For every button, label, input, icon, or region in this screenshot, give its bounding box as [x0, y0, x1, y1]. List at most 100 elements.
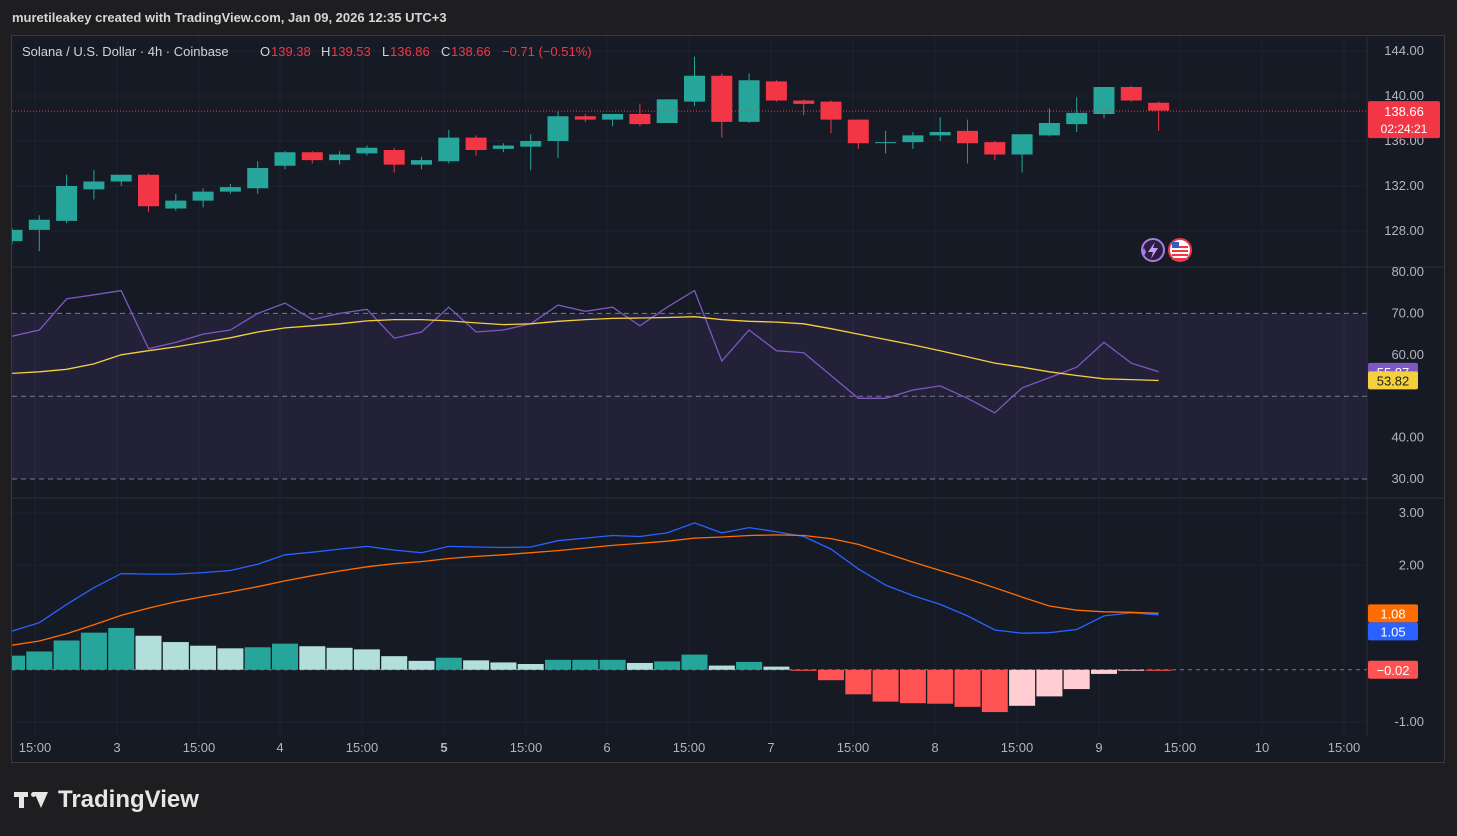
x-tick-label: 15:00 [1328, 740, 1361, 755]
candle-up [83, 181, 105, 190]
macd-histogram-bar [545, 659, 571, 670]
x-tick-label: 7 [767, 740, 774, 755]
candle-down [957, 130, 978, 144]
x-tick-label: 3 [113, 740, 120, 755]
price-tick-label: 140.00 [1384, 88, 1424, 103]
macd-histogram-bar [326, 647, 353, 670]
candle-up [438, 137, 460, 162]
chart-attribution: muretileakey created with TradingView.co… [12, 10, 447, 25]
macd-histogram-bar [408, 660, 435, 670]
legend-low-label: L [382, 44, 389, 59]
legend-open-label: O [260, 44, 270, 59]
flag-stripe [1172, 254, 1188, 256]
macd-histogram-bar [818, 669, 844, 681]
rsi-tick-label: 70.00 [1391, 305, 1424, 320]
us-flag-icon[interactable] [1168, 238, 1192, 262]
macd-histogram-bar [981, 669, 1008, 713]
rsi-band-background [12, 313, 1367, 479]
x-tick-label: 4 [276, 740, 283, 755]
rsi-tick-label: 30.00 [1391, 471, 1424, 486]
candle-down [301, 152, 323, 161]
candle-up [1038, 123, 1060, 136]
flag-stripe [1172, 258, 1188, 260]
macd-histogram-bar [1063, 669, 1090, 690]
tradingview-logo-icon [14, 789, 52, 811]
x-tick-label: 15:00 [673, 740, 706, 755]
legend-low-value: 136.86 [390, 44, 430, 59]
flag-stripe [1172, 250, 1188, 252]
macd-histogram-bar [80, 632, 107, 670]
macd-histogram-bar [12, 655, 25, 670]
candle-up [520, 141, 542, 147]
macd-histogram-bar [872, 669, 899, 702]
rsi-ma-value-badge [1368, 371, 1418, 390]
macd-histogram-bar [1118, 669, 1145, 671]
macd-histogram-bar [1036, 669, 1063, 697]
candle-up [902, 135, 924, 143]
legend-symbol: Solana / U.S. Dollar · 4h · Coinbase [22, 44, 229, 59]
x-tick-label: 5 [440, 740, 447, 755]
candle-down [847, 119, 869, 144]
candle-up [547, 116, 569, 141]
candle-up [1093, 87, 1115, 114]
legend-close-label: C [441, 44, 450, 59]
macd-histogram-bar [1091, 669, 1117, 674]
candle-up [738, 80, 760, 122]
candle-up [929, 132, 951, 136]
candle-up [110, 174, 132, 182]
candle-up [165, 200, 187, 209]
candle-up [219, 187, 241, 192]
trading-chart-svg[interactable]: 15:00 3 15:00 4 15:00 5 15:00 6 15:00 7 15:00 8 15:0… [12, 36, 1444, 762]
flag-stripe [1172, 246, 1188, 248]
candle-down [765, 81, 787, 101]
macd-histogram-bar [654, 661, 681, 670]
macd-histogram-bar [681, 654, 708, 670]
macd-tick-label: 2.00 [1399, 557, 1424, 572]
macd-histogram-bar [53, 640, 80, 670]
countdown-label: 02:24:21 [1381, 122, 1428, 136]
rsi-tick-label: 80.00 [1391, 264, 1424, 279]
candle-up [56, 186, 78, 221]
macd-histogram-bar [217, 648, 244, 670]
tradingview-brand-text: TradingView [58, 786, 199, 813]
legend-open-value: 139.38 [271, 44, 311, 59]
macd-histogram-bar [435, 657, 462, 670]
candle-up [12, 229, 23, 242]
candle-up [875, 142, 897, 144]
macd-histogram-bar [572, 659, 599, 670]
macd-histogram-bar [790, 669, 817, 671]
x-tick-label: 15:00 [1001, 740, 1034, 755]
flash-icon[interactable] [1141, 238, 1165, 262]
x-tick-label: 15:00 [19, 740, 52, 755]
price-tick-label: 132.00 [1384, 178, 1424, 193]
macd-histogram-bar [463, 660, 490, 670]
macd-histogram-bar [244, 647, 271, 670]
rsi-ma-value-label: 53.82 [1377, 373, 1410, 388]
macd-histogram-bar [517, 664, 544, 670]
candle-down [138, 174, 159, 207]
chart-area[interactable]: 15:00 3 15:00 4 15:00 5 15:00 6 15:00 7 15:00 8 15:0… [11, 35, 1445, 763]
macd-histogram-bar [927, 669, 954, 704]
candle-down [465, 137, 487, 150]
candle-up [1066, 112, 1088, 125]
legend-change: −0.71 (−0.51%) [502, 44, 592, 59]
candle-down [1120, 87, 1142, 101]
candle-up [28, 219, 50, 230]
candle-down [711, 75, 733, 122]
candle-up [684, 75, 705, 102]
macd-histogram-bar [954, 669, 981, 707]
tradingview-logo[interactable]: TradingView [14, 786, 199, 814]
macd-line [12, 522, 1159, 634]
candle-up [411, 160, 432, 165]
rsi-tick-label: 40.00 [1391, 430, 1424, 445]
macd-histogram-bar [353, 649, 380, 670]
x-tick-label: 8 [931, 740, 938, 755]
price-tick-label: 144.00 [1384, 43, 1424, 58]
macd-histogram-bar [763, 666, 790, 670]
histogram-value-badge [1368, 660, 1418, 679]
histogram-value-label: −0.02 [1377, 663, 1410, 678]
signal-value-label: 1.08 [1380, 606, 1405, 621]
x-tick-label: 15:00 [1164, 740, 1197, 755]
macd-histogram-bar [272, 643, 298, 670]
macd-histogram-bar [108, 627, 135, 670]
